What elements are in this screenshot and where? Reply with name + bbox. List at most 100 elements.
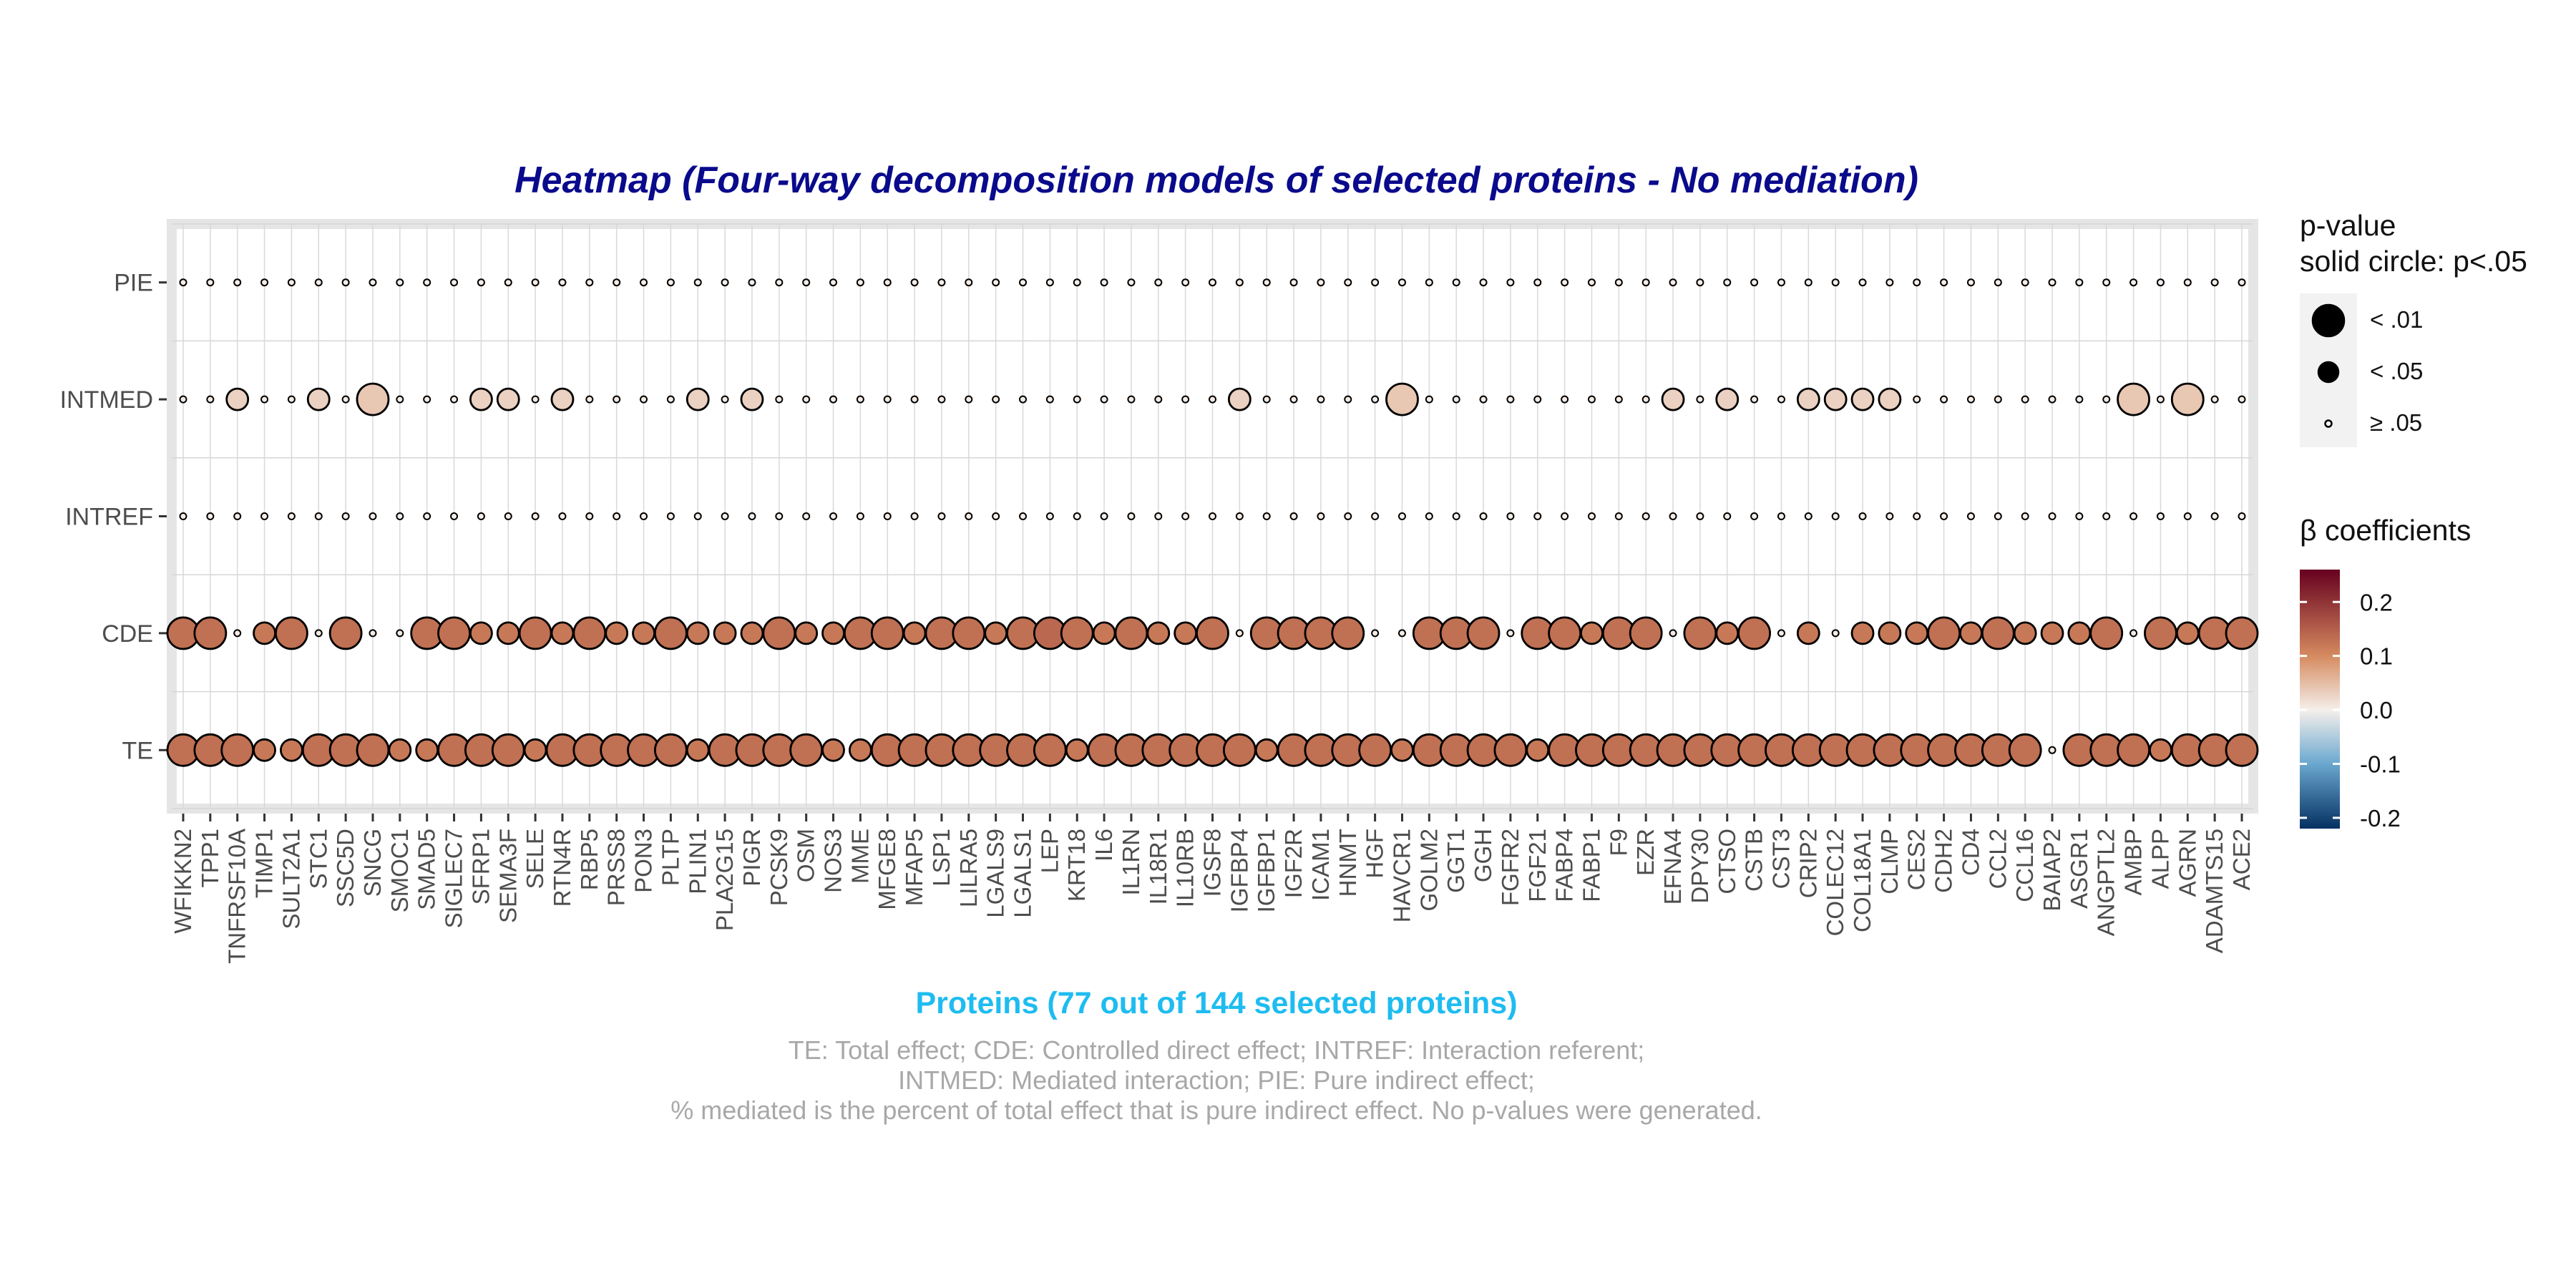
- x-tick-label: SULT2A1: [278, 829, 304, 930]
- y-tick-label: PIE: [114, 270, 153, 297]
- data-point: [477, 512, 485, 520]
- data-point: [1425, 278, 1433, 287]
- data-point: [1885, 278, 1894, 287]
- data-point: [1371, 629, 1380, 638]
- data-point: [1235, 629, 1244, 638]
- data-point: [721, 395, 729, 404]
- data-point: [1181, 395, 1190, 404]
- data-point: [1019, 395, 1028, 404]
- data-point: [1966, 278, 1975, 287]
- data-point: [1927, 616, 1961, 650]
- data-point: [1479, 278, 1488, 287]
- x-tick-label: BAIAP2: [2039, 829, 2065, 912]
- data-point: [937, 512, 946, 520]
- x-tick-label: CST3: [1767, 829, 1794, 889]
- data-point: [2102, 512, 2111, 520]
- x-tick-label: KRT18: [1063, 829, 1090, 902]
- data-point: [572, 616, 607, 650]
- x-tick-label: FABP4: [1551, 829, 1578, 902]
- data-point: [2210, 395, 2219, 404]
- x-tick-label: WFIKKN2: [170, 829, 196, 934]
- x-tick-label: CD4: [1957, 829, 1984, 876]
- data-point: [2102, 278, 2111, 287]
- size-legend-subtitle: solid circle: p<.05: [2300, 245, 2527, 278]
- data-point: [1289, 278, 1298, 287]
- x-tick-label: GGH: [1470, 829, 1496, 882]
- data-point: [992, 395, 1000, 404]
- x-tick-label: OSM: [793, 829, 819, 882]
- data-point: [1641, 278, 1650, 287]
- data-point: [206, 278, 215, 287]
- x-tick-label: CLMP: [1876, 829, 1903, 894]
- data-point: [1683, 616, 1717, 650]
- data-point: [1344, 395, 1352, 404]
- data-point: [423, 278, 431, 287]
- data-point: [233, 278, 242, 287]
- data-point: [1715, 621, 1740, 645]
- data-point: [585, 395, 594, 404]
- data-point: [1196, 616, 1229, 650]
- data-point: [1913, 512, 1921, 520]
- data-point: [1796, 621, 1820, 645]
- data-point: [1397, 512, 1406, 520]
- data-point: [450, 278, 459, 287]
- data-point: [2149, 738, 2172, 762]
- data-point: [1174, 621, 1198, 645]
- y-tick-label: TE: [122, 737, 153, 764]
- data-point: [762, 616, 796, 650]
- data-point: [1317, 395, 1325, 404]
- data-point: [1397, 278, 1406, 287]
- data-point: [1344, 512, 1352, 520]
- data-point: [1209, 395, 1216, 404]
- x-tick-label: LILRA5: [955, 829, 982, 907]
- data-point: [1669, 512, 1677, 520]
- data-point: [1850, 621, 1875, 645]
- data-point: [1371, 512, 1380, 520]
- data-point: [1114, 616, 1148, 650]
- data-point: [1913, 278, 1921, 287]
- data-point: [1614, 512, 1623, 520]
- data-point: [821, 621, 845, 645]
- data-point: [984, 621, 1008, 645]
- data-point: [653, 616, 688, 650]
- x-tick-label: IL10RB: [1172, 829, 1199, 907]
- data-point: [1661, 387, 1685, 411]
- data-point: [613, 278, 621, 287]
- data-point: [686, 387, 710, 411]
- data-point: [2075, 395, 2084, 404]
- data-point: [1100, 395, 1108, 404]
- data-point: [2117, 382, 2150, 416]
- data-point: [1669, 278, 1677, 287]
- x-tick-label: TIMP1: [251, 829, 278, 898]
- caption-line: INTMED: Mediated interaction; PIE: Pure …: [898, 1065, 1535, 1095]
- data-point: [280, 738, 303, 762]
- data-point: [1127, 278, 1136, 287]
- data-point: [1804, 512, 1813, 520]
- data-point: [1181, 278, 1190, 287]
- data-point: [2075, 278, 2084, 287]
- data-point: [965, 512, 973, 520]
- data-point: [206, 395, 215, 404]
- x-tick-label: HGF: [1362, 829, 1388, 879]
- data-point: [653, 733, 688, 767]
- data-point: [2183, 278, 2192, 287]
- chart-title: Heatmap (Four-way decomposition models o…: [514, 160, 1918, 201]
- x-tick-label: TNFRSF10A: [224, 829, 250, 964]
- data-point: [2089, 616, 2124, 650]
- data-point: [1561, 512, 1569, 520]
- data-point: [1580, 621, 1604, 645]
- x-tick-label: PIGR: [738, 829, 765, 887]
- data-point: [356, 382, 390, 416]
- data-point: [1696, 512, 1704, 520]
- data-point: [491, 733, 525, 767]
- data-point: [686, 621, 710, 645]
- data-point: [1641, 395, 1650, 404]
- x-tick-label: IGFBP4: [1226, 829, 1252, 912]
- data-point: [1452, 395, 1460, 404]
- y-tick-label: INTREF: [65, 504, 153, 531]
- x-tick-label: IL1RN: [1118, 829, 1144, 896]
- data-point: [504, 278, 512, 287]
- data-point: [666, 512, 675, 520]
- data-point: [206, 512, 215, 520]
- colorbar-tick-label: 0.0: [2360, 697, 2393, 723]
